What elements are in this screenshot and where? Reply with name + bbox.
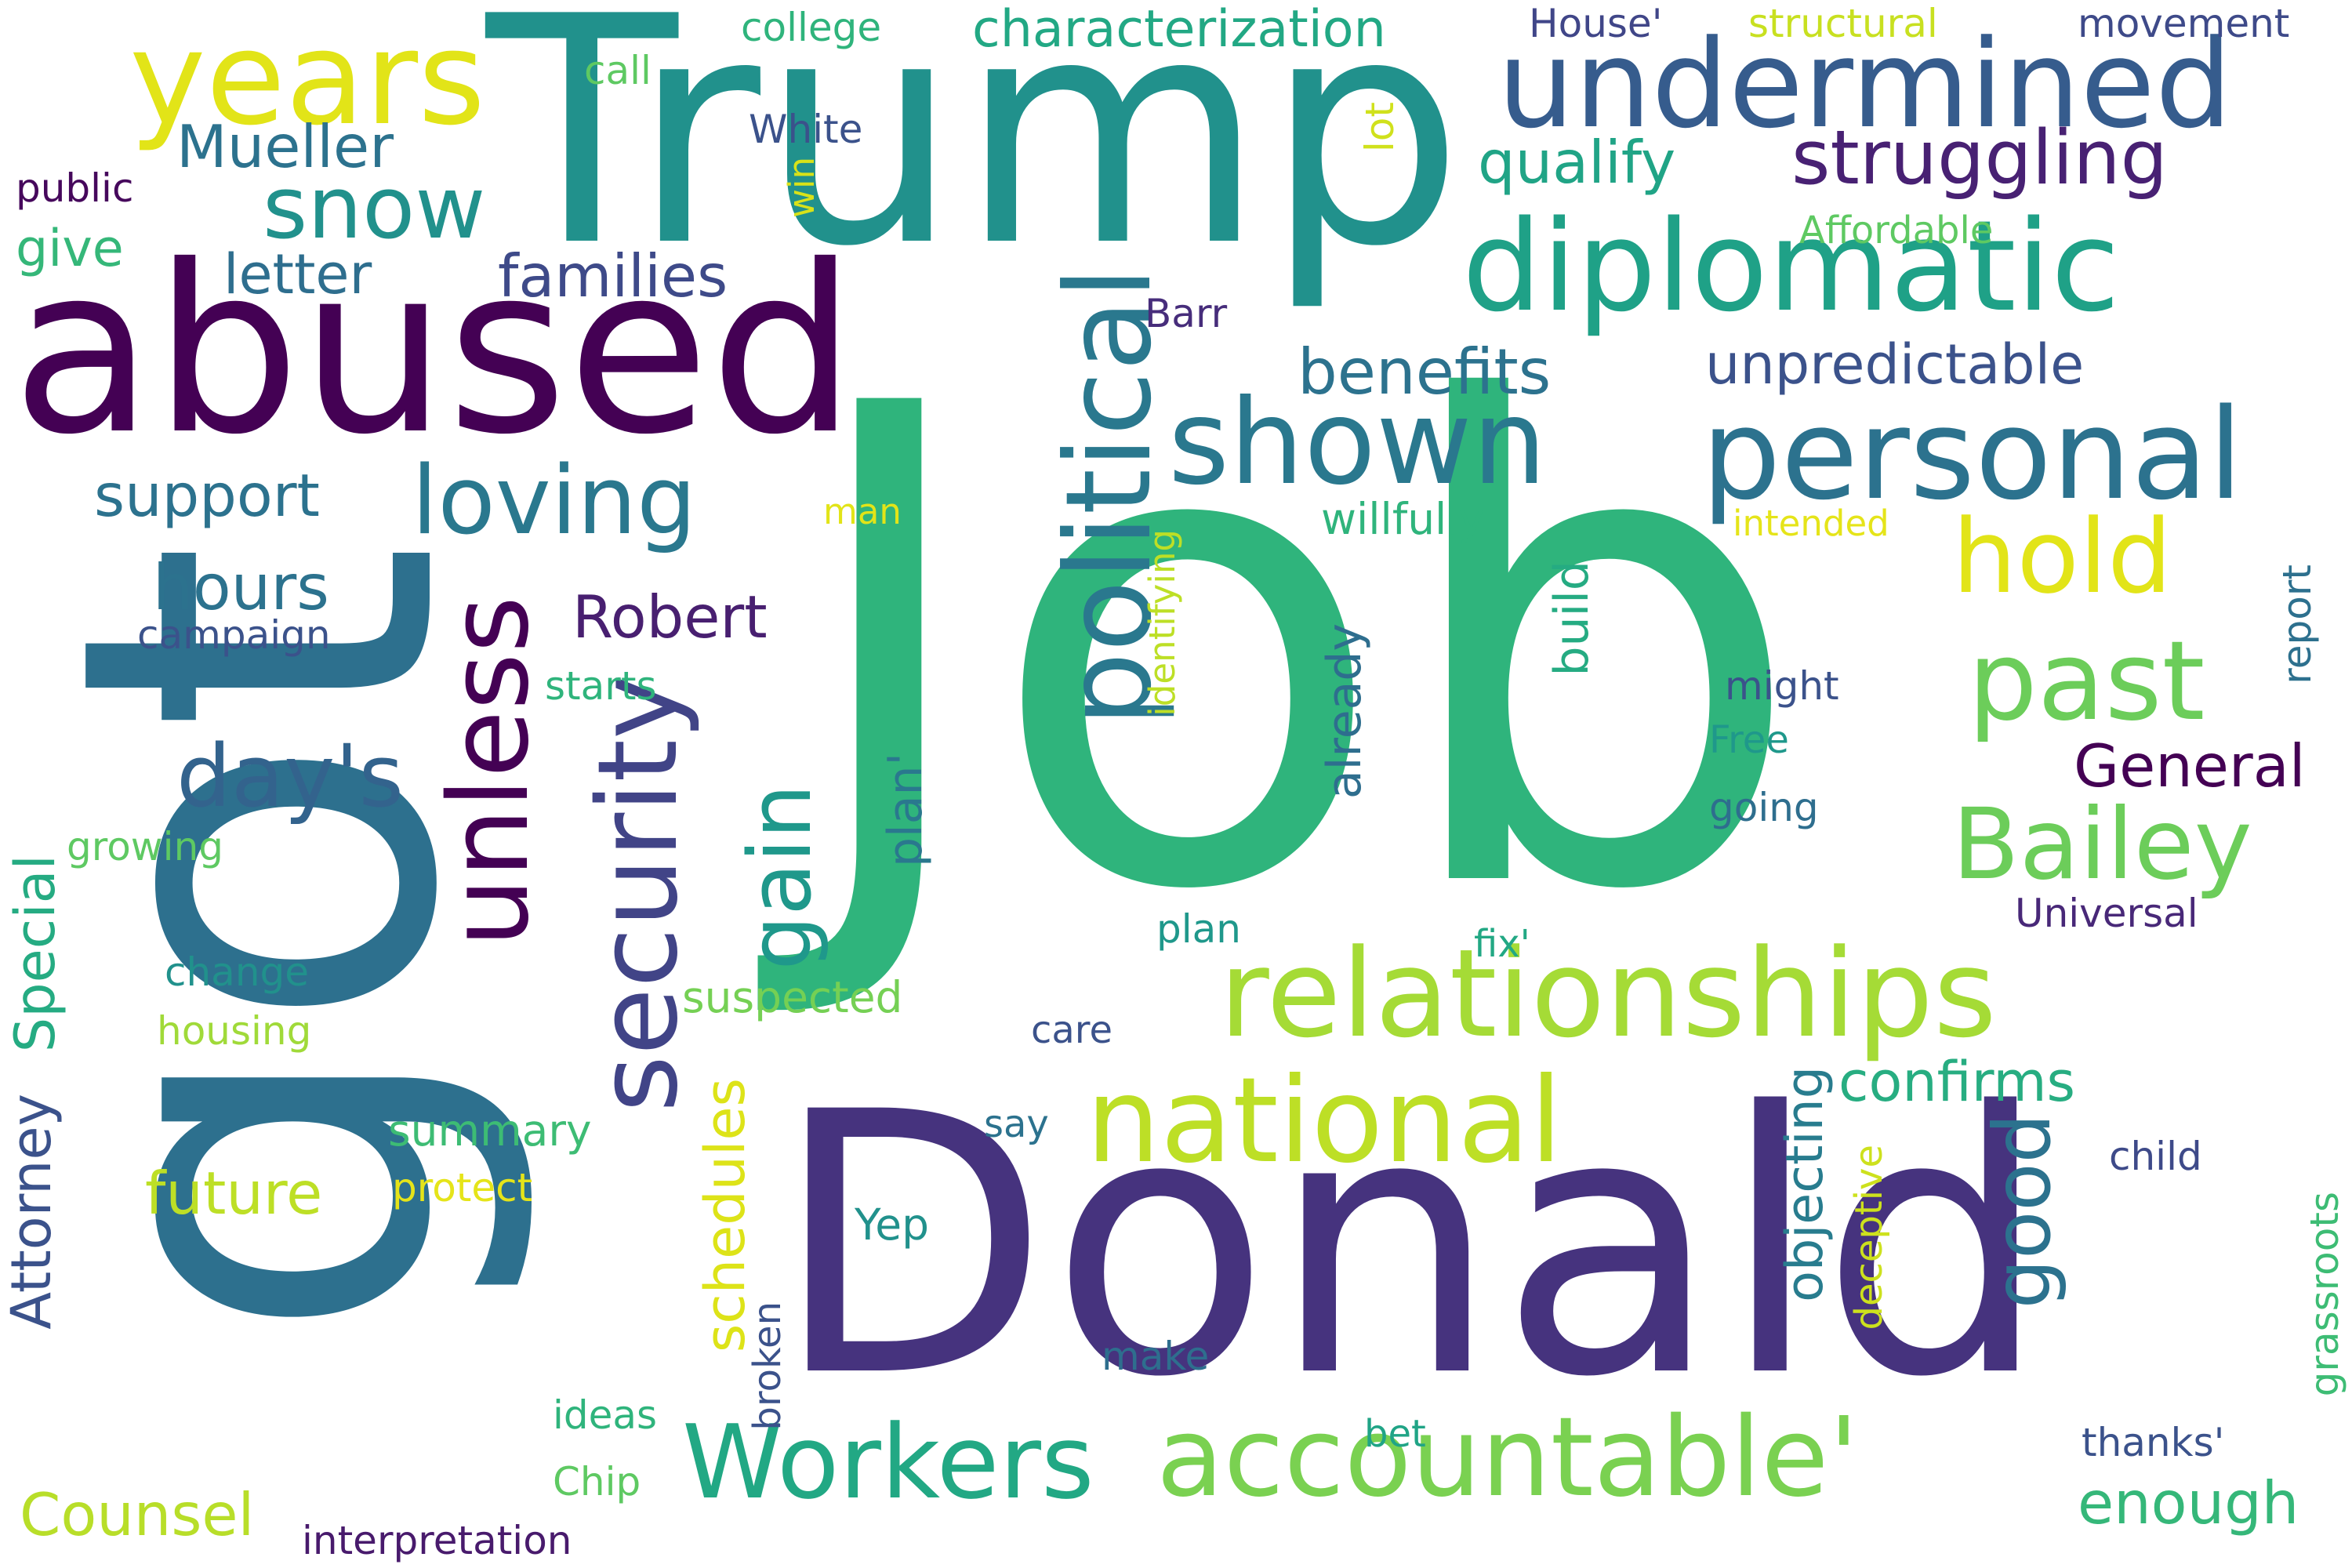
word-hold: hold [1952,497,2172,616]
word-change: change [165,949,310,995]
word-unpredictable: unpredictable [1705,332,2085,397]
word-days: day's [176,726,404,826]
word-win: win [781,157,822,218]
word-unless: unless [426,596,554,948]
word-mueller: Mueller [176,112,394,181]
word-struggling: struggling [1791,115,2168,201]
word-good: good [1976,1113,2068,1309]
word-ideas: ideas [553,1392,658,1438]
word-public: public [16,165,134,211]
word-confirms: confirms [1838,1050,2075,1114]
word-white: White [749,107,863,152]
word-abused: abused [12,216,857,485]
word-trump: Trump [486,0,1465,315]
word-years: years [129,3,486,154]
word-security: security [575,674,702,1112]
word-report: report [2274,564,2320,684]
word-counsel: Counsel [20,1480,255,1549]
word-call: call [584,48,652,93]
word-starts: starts [545,663,657,709]
word-give: give [16,220,124,278]
word-might: might [1725,663,1839,709]
word-care: care [1031,1008,1113,1052]
word-summary: summary [388,1105,592,1156]
word-diplomatic: diplomatic [1462,193,2120,339]
word-job: Job [792,267,1807,1034]
word-snow: snow [263,158,486,258]
word-plan: plan [1156,906,1241,952]
word-suspected: suspected [682,972,903,1022]
word-plan-quote: plan' [878,753,933,868]
word-support: support [94,461,320,530]
word-identifying: identifying [1142,529,1183,717]
word-donald: Donald [772,1036,2049,1456]
word-grassroots: grassroots [2302,1192,2347,1397]
word-deceptive: deceptive [1847,1145,1891,1330]
word-free: Free [1709,718,1789,762]
word-affordable: Affordable [1799,209,1994,252]
word-make: make [1102,1334,1210,1379]
word-lot: lot [1357,102,1403,153]
word-objecting: objecting [1776,1066,1835,1302]
word-child: child [2109,1134,2202,1179]
word-characterization: characterization [972,0,1386,59]
word-workers: Workers [682,1403,1094,1522]
word-universal: Universal [2015,891,2198,936]
word-shown: shown [1168,375,1547,511]
word-relationships: relationships [1219,923,1997,1065]
word-campaign: campaign [137,612,331,658]
word-schedules: schedules [693,1078,757,1353]
word-gain: gain [730,784,830,971]
word-national: national [1086,1053,1563,1189]
word-bet: bet [1364,1412,1426,1456]
word-willfully: willfully [1321,494,1485,544]
word-general: General [2074,731,2306,800]
word-yep: Yep [855,1200,930,1250]
word-accountable: accountable' [1156,1394,1859,1522]
word-bailey: Bailey [1952,788,2252,902]
word-already: already [1317,623,1372,800]
word-going: going [1709,785,1819,830]
word-house: House' [1529,1,1663,46]
word-hours: hours [153,551,329,624]
word-personal: personal [1701,381,2243,528]
word-broken: broken [746,1301,789,1431]
word-protect: protect [392,1165,533,1210]
word-intended: intended [1733,503,1889,544]
word-loving: loving [412,447,697,556]
word-robert: Robert [572,583,768,652]
word-barr: Barr [1145,291,1228,336]
word-enough: enough [2078,1468,2299,1537]
word-housing: housing [157,1008,312,1054]
word-chip: Chip [553,1459,641,1504]
word-build: build [1544,561,1599,677]
word-benefits: benefits [1298,336,1552,408]
word-structural: structural [1748,1,1938,46]
word-letter: letter [223,242,372,307]
word-say: say [984,1102,1049,1146]
word-thanks: thanks' [2082,1420,2225,1465]
word-fix: fix' [1474,922,1530,966]
word-undermined: undermined [1497,13,2233,155]
word-special: Special [3,855,67,1053]
word-past: past [1968,618,2205,746]
word-movement: movement [2078,1,2290,46]
word-attorney: Attorney [0,1094,64,1330]
word-qualify: qualify [1478,128,1676,197]
word-growing: growing [67,824,223,869]
word-man: man [823,491,902,532]
word-families: families [498,241,728,310]
word-interpretation: interpretation [302,1518,572,1563]
word-future: future [145,1159,323,1228]
word-college: college [741,5,882,50]
